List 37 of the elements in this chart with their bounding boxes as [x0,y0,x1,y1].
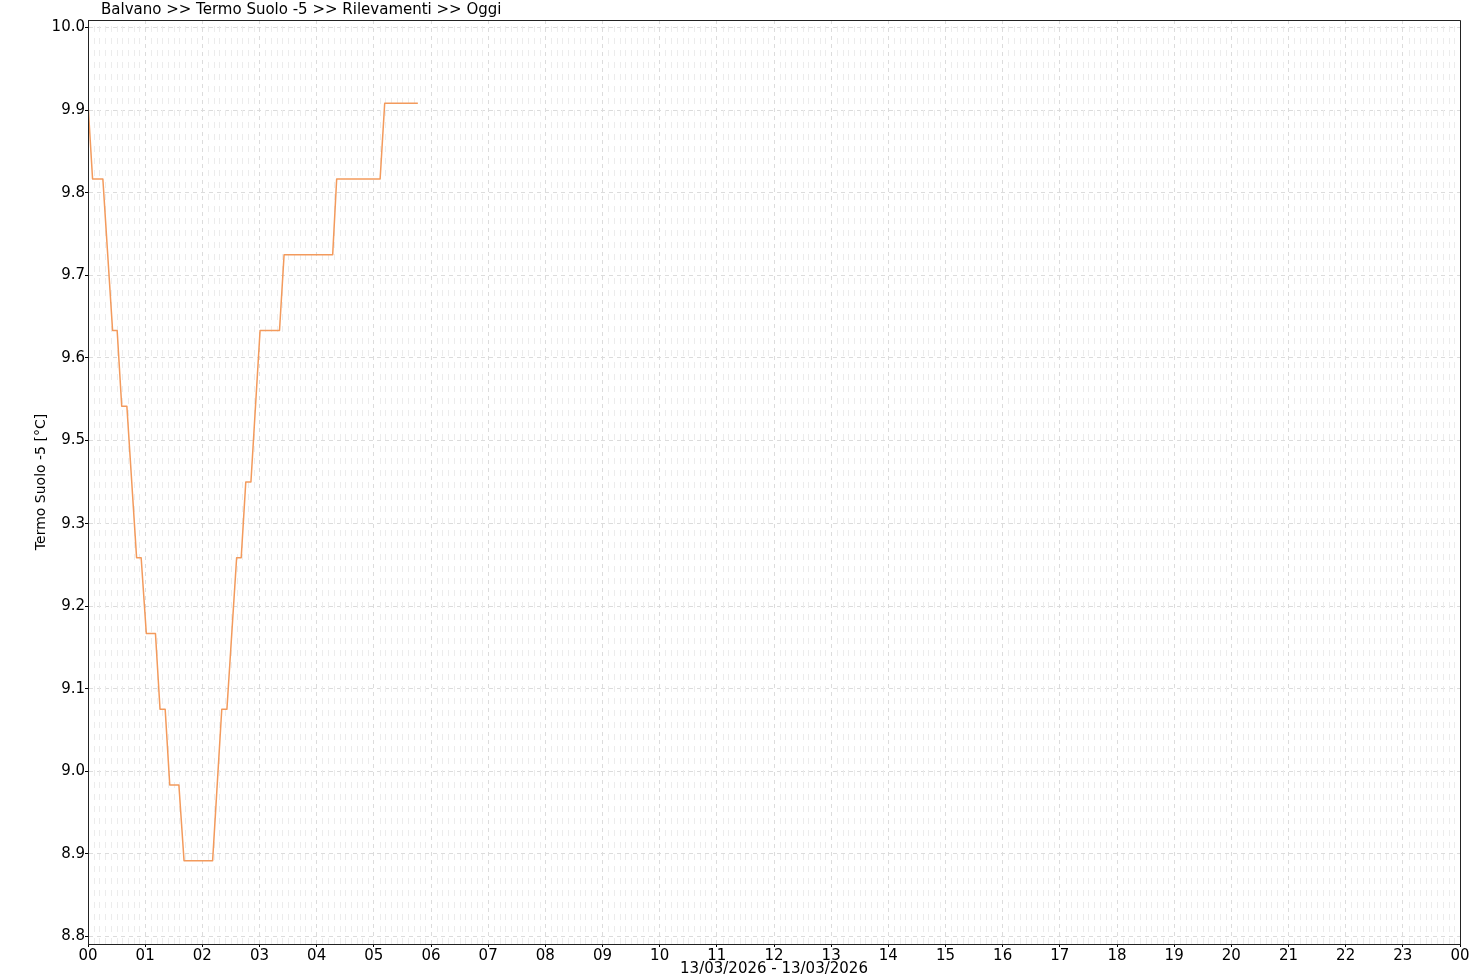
x-tick-label: 04 [307,945,327,964]
y-tick-label: 9.6 [61,347,85,366]
y-tick-label: 9.1 [61,678,85,697]
x-tick-label: 16 [993,945,1013,964]
x-tick-label: 06 [421,945,441,964]
x-tick-label: 00 [78,945,98,964]
y-axis-title: Termo Suolo -5 [°C] [32,413,49,552]
x-tick-label: 14 [878,945,898,964]
x-tick-label: 21 [1278,945,1299,964]
y-tick-label: 9.5 [61,430,85,449]
y-tick-label: 9.2 [61,596,85,615]
y-tick-label: 8.9 [61,843,85,862]
x-tick-label: 00 [1450,945,1470,964]
y-tick-label: 9.3 [61,513,85,532]
x-tick-label: 07 [478,945,498,964]
x-tick-label: 15 [935,945,956,964]
x-tick-label: 23 [1393,945,1413,964]
x-tick-label: 22 [1336,945,1356,964]
y-tick-label: 9.7 [61,265,85,284]
x-tick-label: 05 [364,945,384,964]
x-tick-label: 02 [192,945,212,964]
x-tick-label: 09 [592,945,613,964]
x-tick-label: 19 [1164,945,1184,964]
y-tick-label: 9.8 [61,182,85,201]
x-tick-label: 17 [1050,945,1070,964]
x-tick-label: 08 [535,945,555,964]
x-tick-label: 03 [249,945,270,964]
x-tick-label: 01 [135,945,155,964]
x-tick-label: 12 [764,945,784,964]
y-tick-label: 8.8 [61,926,85,945]
x-tick-label: 20 [1221,945,1241,964]
y-tick-label: 10.0 [51,17,85,36]
x-tick-label: 10 [650,945,670,964]
y-tick-label: 9.9 [61,100,85,119]
x-tick-label: 18 [1107,945,1127,964]
y-tick-label: 9.0 [61,761,85,780]
chart-title: Balvano >> Termo Suolo -5 >> Rilevamenti >> Oggi [101,0,502,18]
